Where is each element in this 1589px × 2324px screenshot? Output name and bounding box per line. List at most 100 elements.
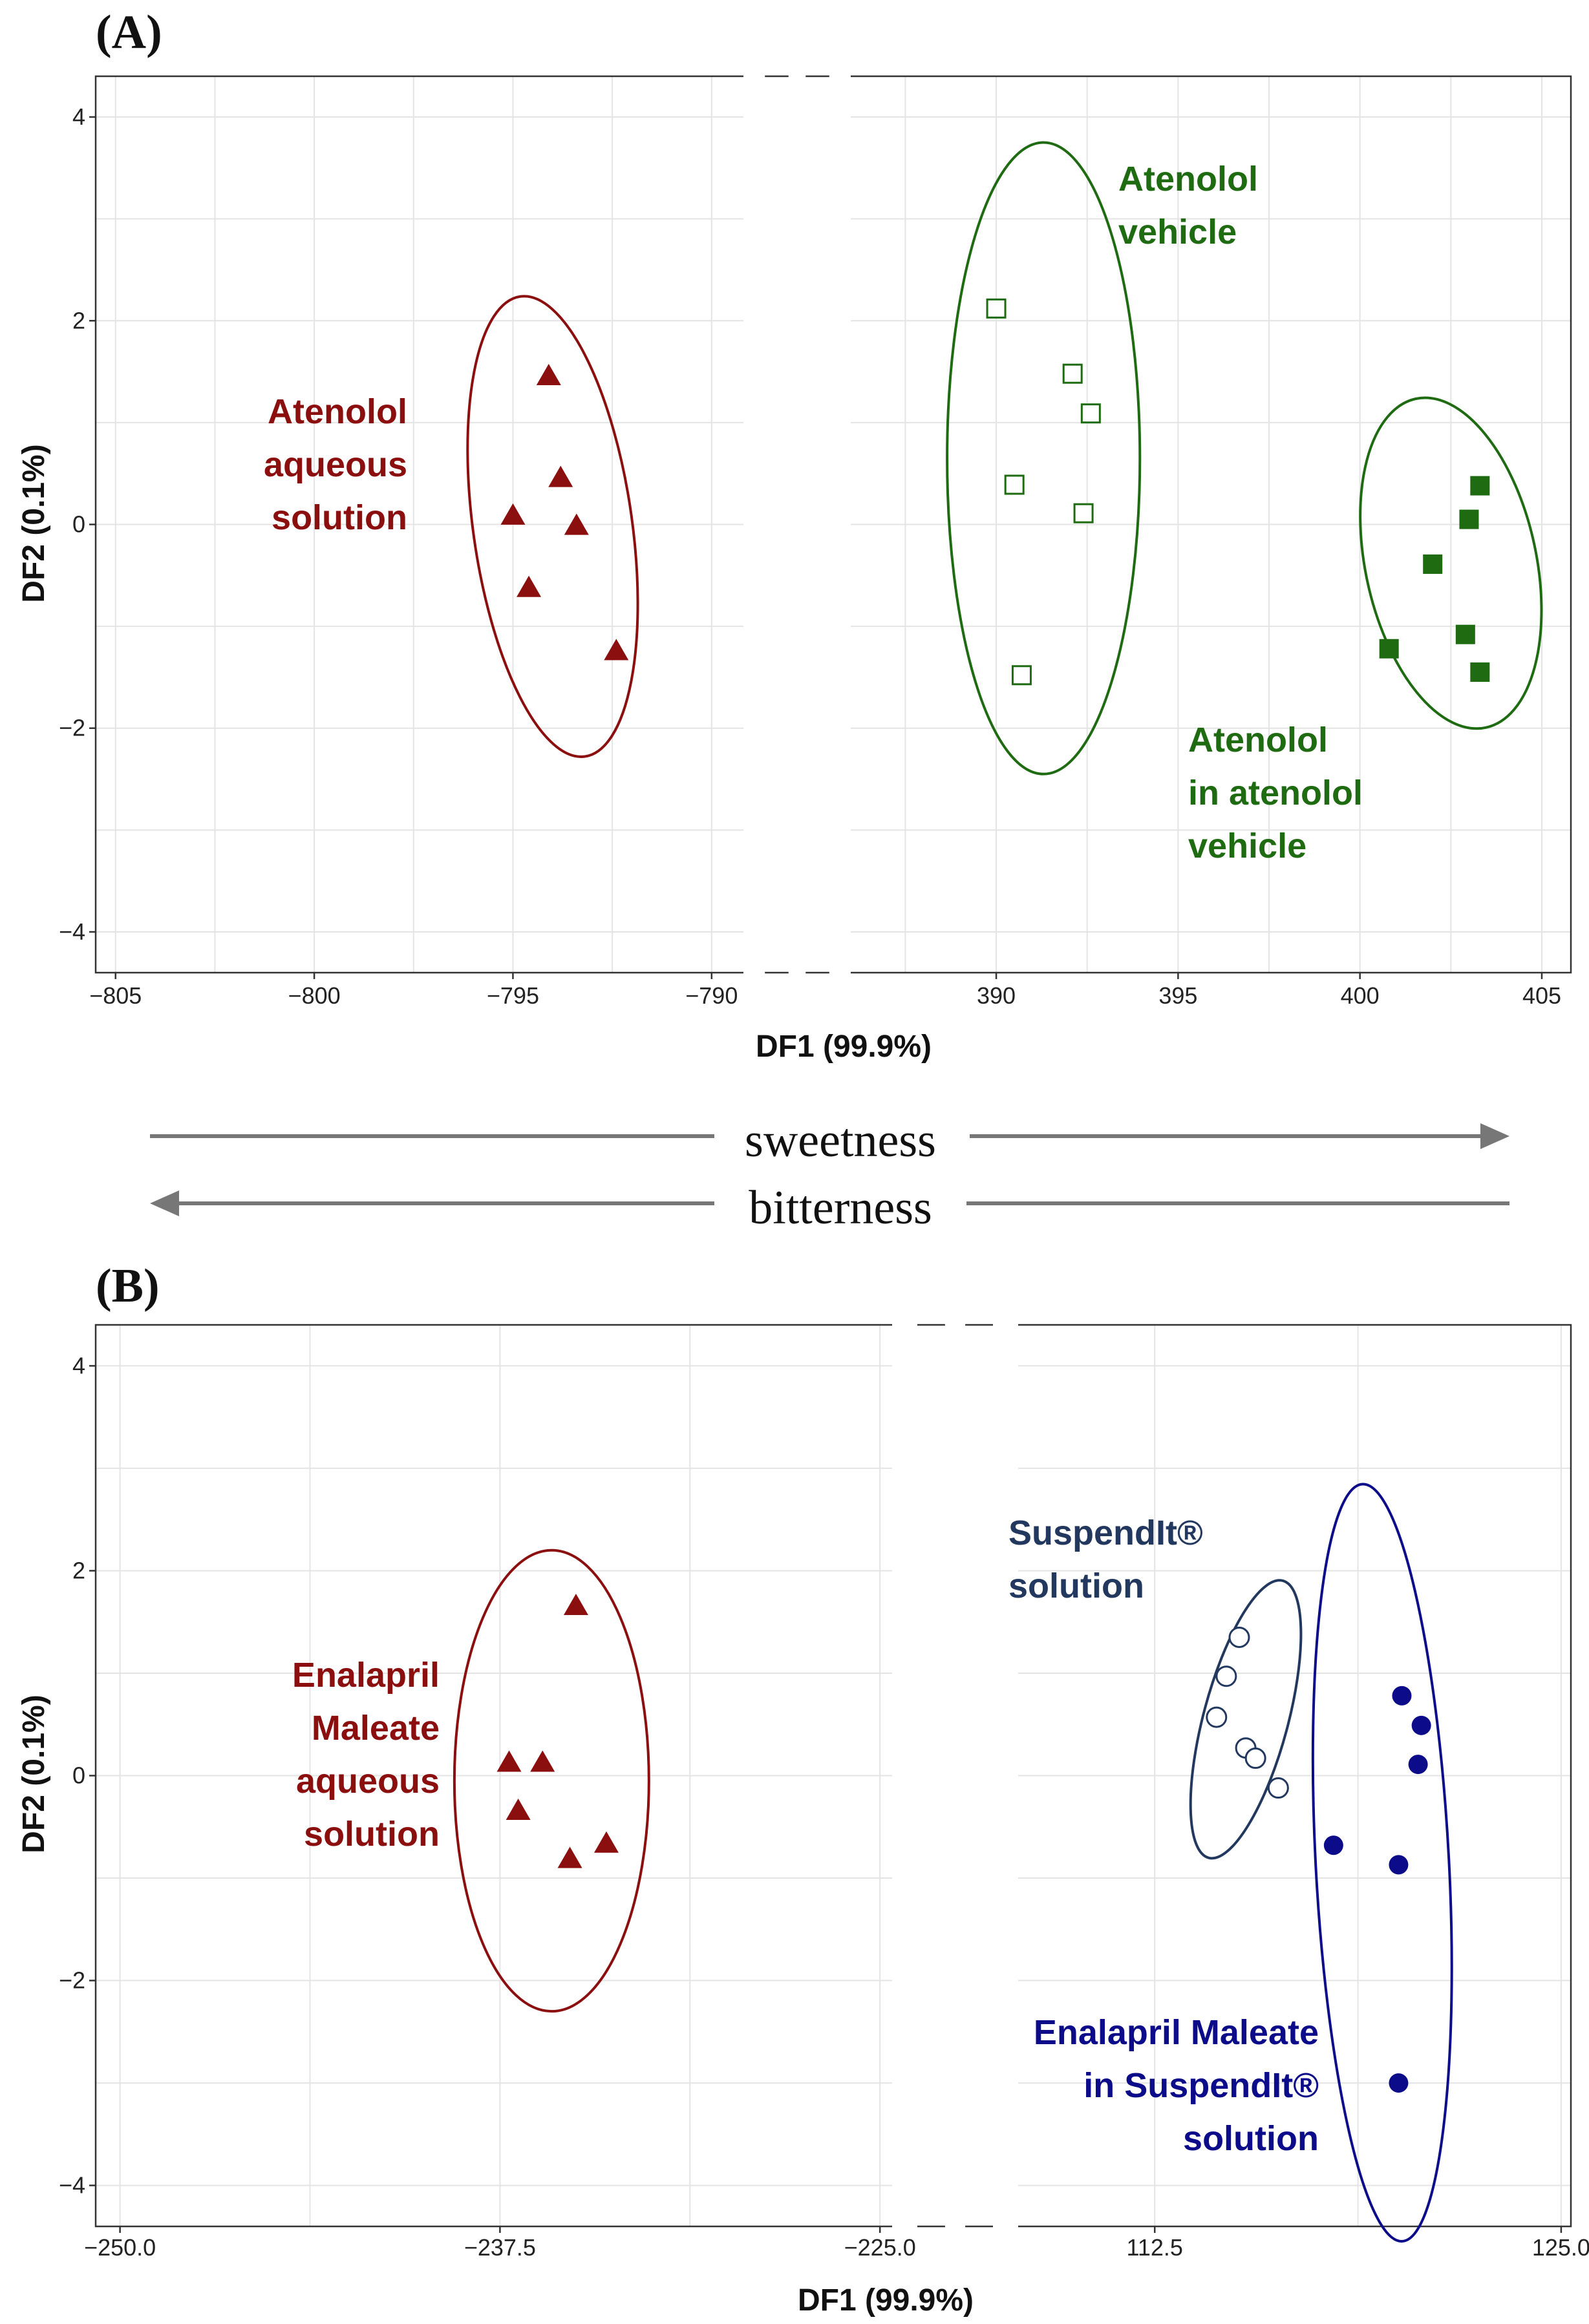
x-tick-label: −250.0: [84, 2234, 156, 2261]
panel-b-y-axis-title: DF2 (0.1%): [17, 1695, 51, 1853]
panel-a-y-axis-title: DF2 (0.1%): [17, 444, 51, 602]
enalapril-maleate-aqueous-solution-ellipse: [453, 1548, 650, 2013]
panel-b-label: (B): [96, 1260, 160, 1313]
y-tick-label: −2: [59, 1967, 85, 1994]
atenolol-aqueous-solution-label-line: Atenolol: [268, 392, 407, 431]
atenolol-vehicle-label-line: vehicle: [1118, 213, 1237, 251]
atenolol-vehicle-point: [1004, 474, 1025, 495]
atenolol-vehicle-label-line: Atenolol: [1118, 160, 1258, 198]
enalapril-maleate-in-suspendit-solution-point: [1323, 1835, 1343, 1855]
enalapril-maleate-aqueous-solution-point: [593, 1831, 619, 1853]
enalapril-maleate-aqueous-solution-point: [506, 1798, 531, 1820]
x-tick-label: 400: [1341, 982, 1380, 1009]
plot-frame-right: [1018, 1324, 1572, 2228]
suspendit-solution-label: SuspendIt® solution: [1008, 1514, 1203, 1605]
y-tick-label: −2: [59, 715, 85, 741]
enalapril-maleate-in-suspendit-solution-point: [1389, 1855, 1409, 1875]
enalapril-maleate-aqueous-solution-label-line: aqueous: [296, 1762, 440, 1801]
x-tick-label: −800: [288, 982, 341, 1009]
atenolol-in-atenolol-vehicle-point: [1455, 624, 1475, 644]
atenolol-aqueous-solution-label: Atenolol aqueous solution: [264, 392, 407, 537]
atenolol-in-atenolol-vehicle-point: [1470, 476, 1490, 496]
x-tick-label: −795: [487, 982, 539, 1009]
atenolol-vehicle-ellipse: [946, 141, 1142, 776]
atenolol-aqueous-solution-point: [536, 363, 561, 385]
enalapril-maleate-aqueous-solution-point: [530, 1750, 555, 1772]
y-tick-label: −4: [59, 918, 85, 945]
bitterness-label: bitterness: [749, 1181, 932, 1234]
atenolol-in-atenolol-vehicle-point: [1423, 554, 1443, 574]
plot-frame-right: [851, 75, 1572, 974]
atenolol-vehicle-point: [1011, 665, 1032, 686]
x-tick-label: −790: [685, 982, 738, 1009]
bitterness-arrow-head: [150, 1190, 179, 1216]
atenolol-in-atenolol-vehicle-label-line: Atenolol: [1188, 721, 1328, 759]
suspendit-solution-point: [1215, 1665, 1237, 1687]
panel-a-label: (A): [96, 6, 162, 59]
panel-b-points: [496, 1593, 1431, 2093]
y-tick-label: 2: [72, 307, 85, 333]
atenolol-aqueous-solution-point: [604, 639, 629, 660]
sweetness-arrow-head: [1480, 1123, 1509, 1149]
x-tick-label: −237.5: [464, 2234, 536, 2261]
enalapril-maleate-aqueous-solution-label: Enalapril Maleate aqueous solution: [292, 1656, 440, 1854]
suspendit-solution-point: [1206, 1706, 1228, 1728]
atenolol-vehicle-point: [986, 298, 1007, 319]
enalapril-maleate-in-suspendit-solution-point: [1392, 1685, 1412, 1706]
y-tick-label: 0: [72, 511, 85, 538]
enalapril-maleate-aqueous-solution-point: [557, 1846, 582, 1868]
suspendit-solution-label-line: solution: [1008, 1567, 1144, 1605]
enalapril-maleate-in-suspendit-solution-point: [1408, 1755, 1428, 1775]
atenolol-aqueous-solution-label-line: solution: [272, 498, 407, 537]
panel-a-points: [500, 298, 1490, 686]
suspendit-solution-point: [1267, 1777, 1289, 1799]
atenolol-aqueous-solution-label-line: aqueous: [264, 445, 407, 484]
panel-b-grid: [96, 1325, 1571, 2226]
y-tick-label: 0: [72, 1762, 85, 1789]
y-tick-label: 2: [72, 1557, 85, 1583]
panel-a-ellipses: [466, 141, 1543, 776]
atenolol-in-atenolol-vehicle-label-line: in atenolol: [1188, 774, 1363, 812]
atenolol-in-atenolol-vehicle-label-line: vehicle: [1188, 827, 1306, 865]
panel-a-grid: [96, 76, 1571, 973]
atenolol-vehicle-point: [1080, 403, 1101, 424]
enalapril-maleate-aqueous-solution-label-line: Maleate: [312, 1709, 440, 1748]
atenolol-vehicle-point: [1073, 503, 1094, 523]
panel-a-x-axis-title: DF1 (99.9%): [756, 1030, 932, 1064]
atenolol-vehicle-point: [1062, 363, 1083, 384]
panel-b-ellipses: [453, 1483, 1453, 2243]
panel-b: (B) 420−2−4−250.0 −237.5 −225.0 112.5 125.0 …: [17, 1260, 1589, 2318]
enalapril-maleate-aqueous-solution-point: [563, 1593, 588, 1615]
enalapril-maleate-in-suspendit-solution-label-line: Enalapril Maleate: [1034, 2013, 1319, 2052]
enalapril-maleate-in-suspendit-solution-ellipse: [1311, 1483, 1453, 2243]
enalapril-maleate-aqueous-solution-label-line: Enalapril: [292, 1656, 440, 1695]
panel-b-x-axis-title: DF1 (99.9%): [798, 2283, 974, 2318]
atenolol-vehicle-label: Atenolol vehicle: [1118, 160, 1258, 251]
atenolol-in-atenolol-vehicle-point: [1379, 639, 1399, 659]
atenolol-aqueous-solution-point: [500, 503, 526, 525]
suspendit-solution-point: [1244, 1748, 1266, 1769]
atenolol-aqueous-solution-ellipse: [466, 295, 639, 758]
panel-a: (A) 420−2−4−805 −800 −795 −790 390 395 400 405 …: [17, 6, 1572, 1064]
suspendit-solution-point: [1228, 1626, 1250, 1648]
enalapril-maleate-in-suspendit-solution-label-line: in SuspendIt®: [1083, 2066, 1319, 2105]
x-tick-label: 125.0: [1532, 2234, 1589, 2261]
x-tick-label: −805: [89, 982, 142, 1009]
y-tick-label: 4: [72, 1352, 85, 1379]
suspendit-solution-ellipse: [1189, 1579, 1303, 1860]
atenolol-in-atenolol-vehicle-point: [1470, 662, 1490, 682]
panel-b-group-labels: Enalapril Maleate aqueous solutionSuspendIt…: [292, 1514, 1319, 2158]
enalapril-maleate-in-suspendit-solution-label: Enalapril Maleate in SuspendIt® solution: [1034, 2013, 1319, 2158]
enalapril-maleate-in-suspendit-solution-point: [1389, 2073, 1409, 2093]
sweetness-label: sweetness: [745, 1114, 936, 1167]
atenolol-aqueous-solution-point: [517, 575, 542, 597]
suspendit-solution-label-line: SuspendIt®: [1008, 1514, 1203, 1552]
sweetness-bitterness-arrows: sweetness bitterness: [150, 1114, 1509, 1234]
atenolol-aqueous-solution-point: [548, 465, 573, 487]
enalapril-maleate-aqueous-solution-label-line: solution: [304, 1815, 440, 1854]
panel-a-ticks: 4 2 0 −2 −4 −805 −800 −795 −790 390 395 400 405: [59, 103, 1561, 1009]
y-tick-label: 4: [72, 103, 85, 130]
x-tick-label: 405: [1522, 982, 1561, 1009]
